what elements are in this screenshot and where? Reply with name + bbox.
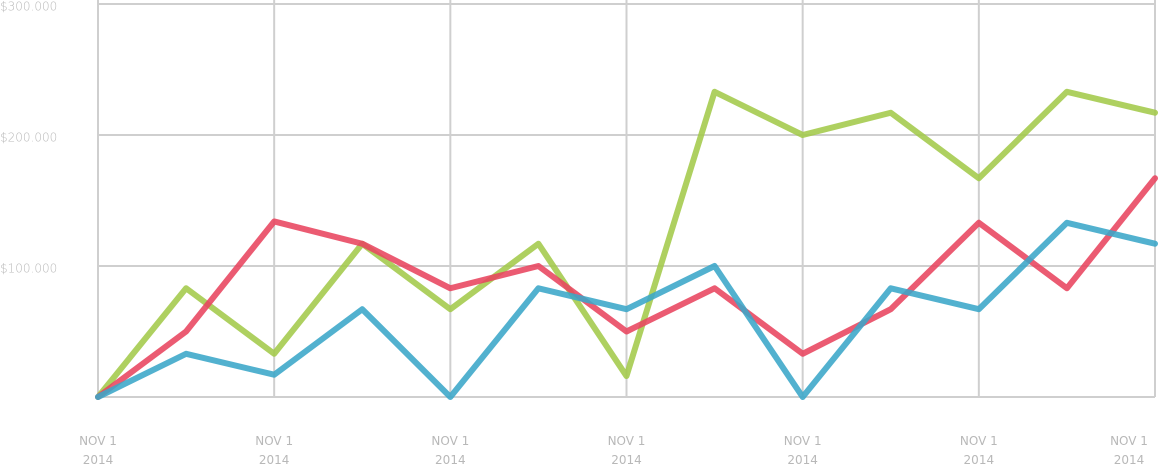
x-tick-label: NOV 1 2014: [783, 434, 822, 467]
x-tick-label: NOV 1 2014: [1110, 434, 1148, 467]
series-line: [95, 175, 1158, 400]
x-tick-label: NOV 1 2014: [607, 434, 646, 467]
series-line: [95, 219, 1158, 400]
x-tick-label: NOV 1 2014: [255, 434, 294, 467]
y-tick-label: $200.000: [0, 131, 57, 145]
series-line: [95, 88, 1158, 400]
y-tick-label: $300.000: [0, 0, 57, 14]
x-tick-label: NOV 1 2014: [431, 434, 470, 467]
y-tick-label: $100.000: [0, 262, 57, 276]
x-tick-label: NOV 1 2014: [959, 434, 998, 467]
x-tick-label: NOV 1 2014: [79, 434, 117, 467]
